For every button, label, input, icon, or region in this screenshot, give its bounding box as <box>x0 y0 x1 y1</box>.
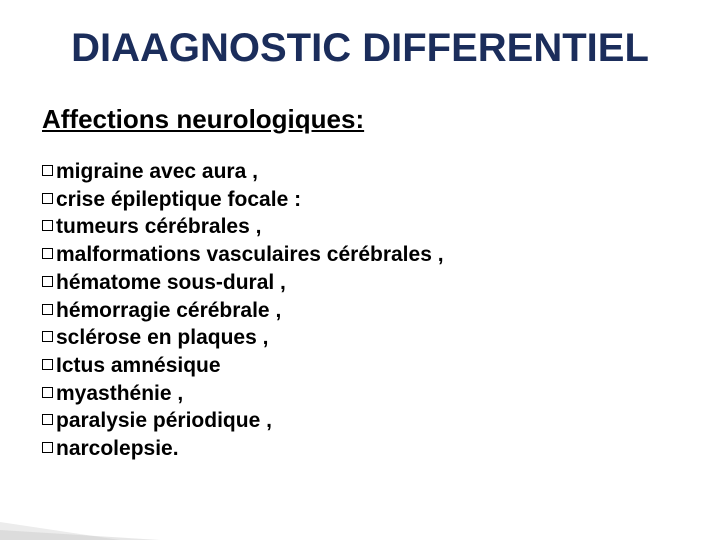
item-lead: myasthénie <box>56 382 172 405</box>
list-item: tumeurs cérébrales , <box>42 213 662 241</box>
square-bullet-icon <box>42 248 53 259</box>
item-rest: avec aura , <box>144 160 258 183</box>
list-item: hématome sous-dural , <box>42 269 662 297</box>
item-rest: amnésique <box>105 354 221 377</box>
list-item: hémorragie cérébrale , <box>42 297 662 325</box>
item-rest: épileptique focale : <box>105 188 301 211</box>
item-lead: sclérose <box>56 326 141 349</box>
item-lead: hématome <box>56 271 161 294</box>
slide-subtitle: Affections neurologiques: <box>42 104 364 135</box>
square-bullet-icon <box>42 276 53 287</box>
square-bullet-icon <box>42 165 53 176</box>
item-lead: tumeurs <box>56 215 139 238</box>
square-bullet-icon <box>42 220 53 231</box>
list-item: sclérose en plaques , <box>42 324 662 352</box>
square-bullet-icon <box>42 414 53 425</box>
item-rest: vasculaires cérébrales , <box>201 243 444 266</box>
list-item: malformations vasculaires cérébrales , <box>42 241 662 269</box>
square-bullet-icon <box>42 193 53 204</box>
item-rest: sous-dural , <box>161 271 286 294</box>
square-bullet-icon <box>42 387 53 398</box>
item-lead: migraine <box>56 160 144 183</box>
item-lead: crise <box>56 188 105 211</box>
list-item: migraine avec aura , <box>42 158 662 186</box>
item-lead: narcolepsie. <box>56 437 179 460</box>
item-lead: Ictus <box>56 354 105 377</box>
list-item: paralysie périodique , <box>42 407 662 435</box>
square-bullet-icon <box>42 304 53 315</box>
corner-decor-icon <box>0 530 160 540</box>
item-lead: malformations <box>56 243 201 266</box>
item-lead: hémorragie <box>56 299 170 322</box>
list-item: crise épileptique focale : <box>42 186 662 214</box>
slide-title: DIAAGNOSTIC DIFFERENTIEL <box>0 26 720 71</box>
item-rest: , <box>172 382 184 405</box>
square-bullet-icon <box>42 442 53 453</box>
list-item: myasthénie , <box>42 380 662 408</box>
item-rest: périodique , <box>147 409 272 432</box>
list-item: Ictus amnésique <box>42 352 662 380</box>
square-bullet-icon <box>42 359 53 370</box>
list-item: narcolepsie. <box>42 435 662 463</box>
item-rest: cérébrale , <box>170 299 281 322</box>
item-lead: paralysie <box>56 409 147 432</box>
bullet-list: migraine avec aura , crise épileptique f… <box>42 158 662 463</box>
item-rest: cérébrales , <box>139 215 262 238</box>
item-rest: en plaques , <box>141 326 268 349</box>
slide: DIAAGNOSTIC DIFFERENTIEL Affections neur… <box>0 0 720 540</box>
square-bullet-icon <box>42 331 53 342</box>
